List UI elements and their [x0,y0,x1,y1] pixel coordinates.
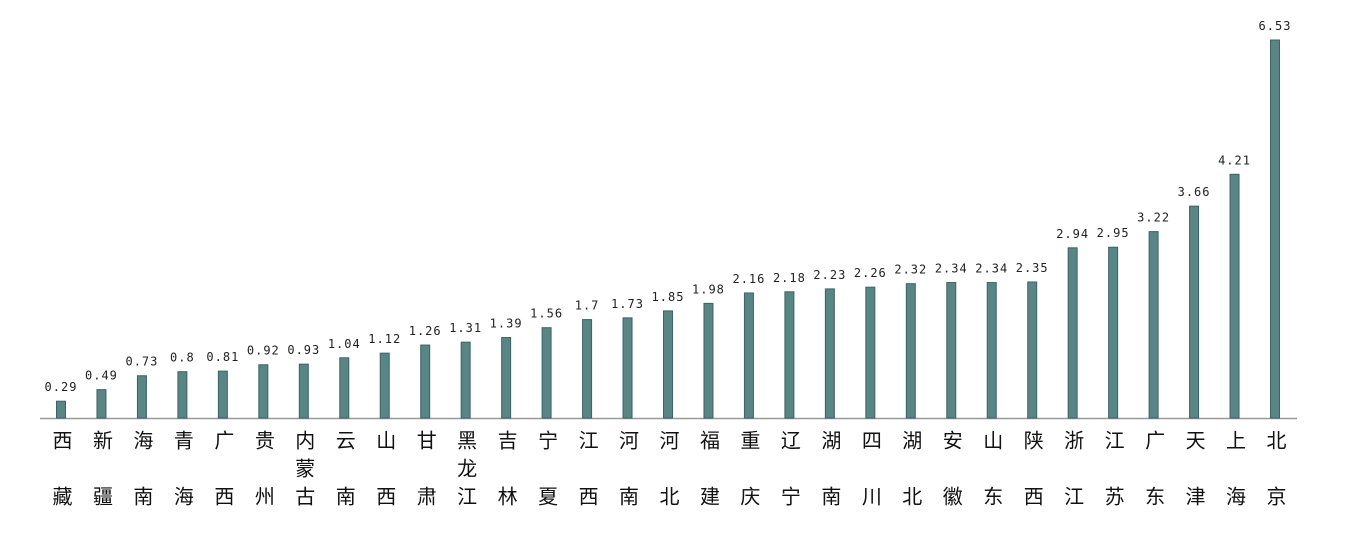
value-label: 1.12 [368,332,401,346]
bar [217,370,228,419]
value-label: 2.26 [854,266,887,280]
bar [136,375,147,419]
value-label: 1.39 [490,317,523,331]
bar [420,344,431,419]
x-tick-label: 河北 [656,430,680,506]
x-tick-label: 宁夏 [534,430,559,506]
value-label: 2.34 [975,262,1008,276]
x-tick-label: 西藏 [49,430,73,506]
value-label: 6.53 [1259,19,1292,33]
bar [1108,246,1119,419]
bar [501,337,512,419]
bar [96,389,107,419]
bar [743,292,754,419]
value-label: 4.21 [1218,153,1251,167]
bar [865,286,876,419]
x-tick-label: 上海 [1222,430,1247,506]
value-label: 0.92 [247,344,280,358]
value-label: 1.98 [692,282,725,296]
x-tick-label: 湖北 [898,430,923,506]
value-label: 2.95 [1097,226,1130,240]
value-label: 1.26 [409,324,442,338]
bar [1189,205,1200,419]
x-tick-label: 新疆 [89,430,114,506]
bar [298,363,309,419]
x-tick-label: 山东 [979,430,1004,506]
value-label: 1.31 [449,321,482,335]
x-tick-label: 重庆 [736,430,761,506]
value-label: 3.22 [1137,211,1170,225]
x-tick-label: 河南 [615,430,640,506]
value-label: 1.85 [652,290,685,304]
bar [541,327,552,419]
x-tick-label: 甘肃 [413,430,438,506]
x-tick-label: 陕西 [1020,430,1045,506]
x-tick-label: 辽宁 [777,430,802,506]
bar [784,291,795,419]
bar [622,317,633,419]
bar [1067,247,1078,419]
bar [905,283,916,419]
bar [703,302,714,419]
value-label: 2.94 [1056,227,1089,241]
value-label: 1.56 [530,307,563,321]
bar [824,288,835,419]
bar [1148,231,1159,419]
x-tick-label: 福建 [696,430,721,506]
bar [460,341,471,419]
value-label: 1.04 [328,337,361,351]
value-label: 0.8 [170,351,195,365]
value-label: 0.93 [287,343,320,357]
value-label: 2.34 [935,262,968,276]
x-tick-label: 内蒙古 [291,430,316,506]
value-label: 0.73 [125,355,158,369]
x-tick-label: 云南 [332,430,357,506]
x-tick-label: 浙江 [1060,430,1085,506]
bar [663,310,673,419]
x-tick-label: 青海 [170,430,195,506]
value-label: 0.29 [45,380,78,394]
x-tick-label: 海南 [129,430,154,506]
x-tick-label: 广东 [1141,430,1166,506]
value-label: 0.81 [206,350,239,364]
bar [582,319,593,419]
bar [1229,173,1240,419]
bar [177,371,188,419]
bar [986,282,997,419]
value-label: 2.32 [894,263,927,277]
bar [379,352,390,419]
x-tick-label: 四川 [858,430,883,506]
bar [258,364,269,419]
value-label: 1.73 [611,297,644,311]
x-tick-label: 天津 [1182,430,1207,506]
value-label: 2.16 [732,272,765,286]
x-tick-label: 黑龙江 [453,430,478,506]
bar [1027,281,1038,419]
bar [56,400,66,419]
x-tick-label: 广西 [210,430,235,506]
value-label: 3.66 [1178,185,1211,199]
x-tick-label: 吉林 [494,430,519,506]
bar [339,357,350,419]
x-tick-label: 山西 [372,430,397,506]
value-label: 0.49 [85,369,118,383]
x-tick-label: 北京 [1263,430,1287,506]
value-label: 1.7 [575,299,600,313]
x-tick-label: 江苏 [1101,430,1126,506]
x-tick-label: 湖南 [817,430,842,506]
value-label: 2.23 [813,268,846,282]
bar [1270,39,1280,419]
x-tick-label: 江西 [575,430,600,506]
x-tick-label: 贵州 [251,430,276,506]
bar [946,282,957,419]
value-label: 2.35 [1016,261,1049,275]
x-tick-label: 安徽 [939,430,964,506]
value-label: 2.18 [773,271,806,285]
